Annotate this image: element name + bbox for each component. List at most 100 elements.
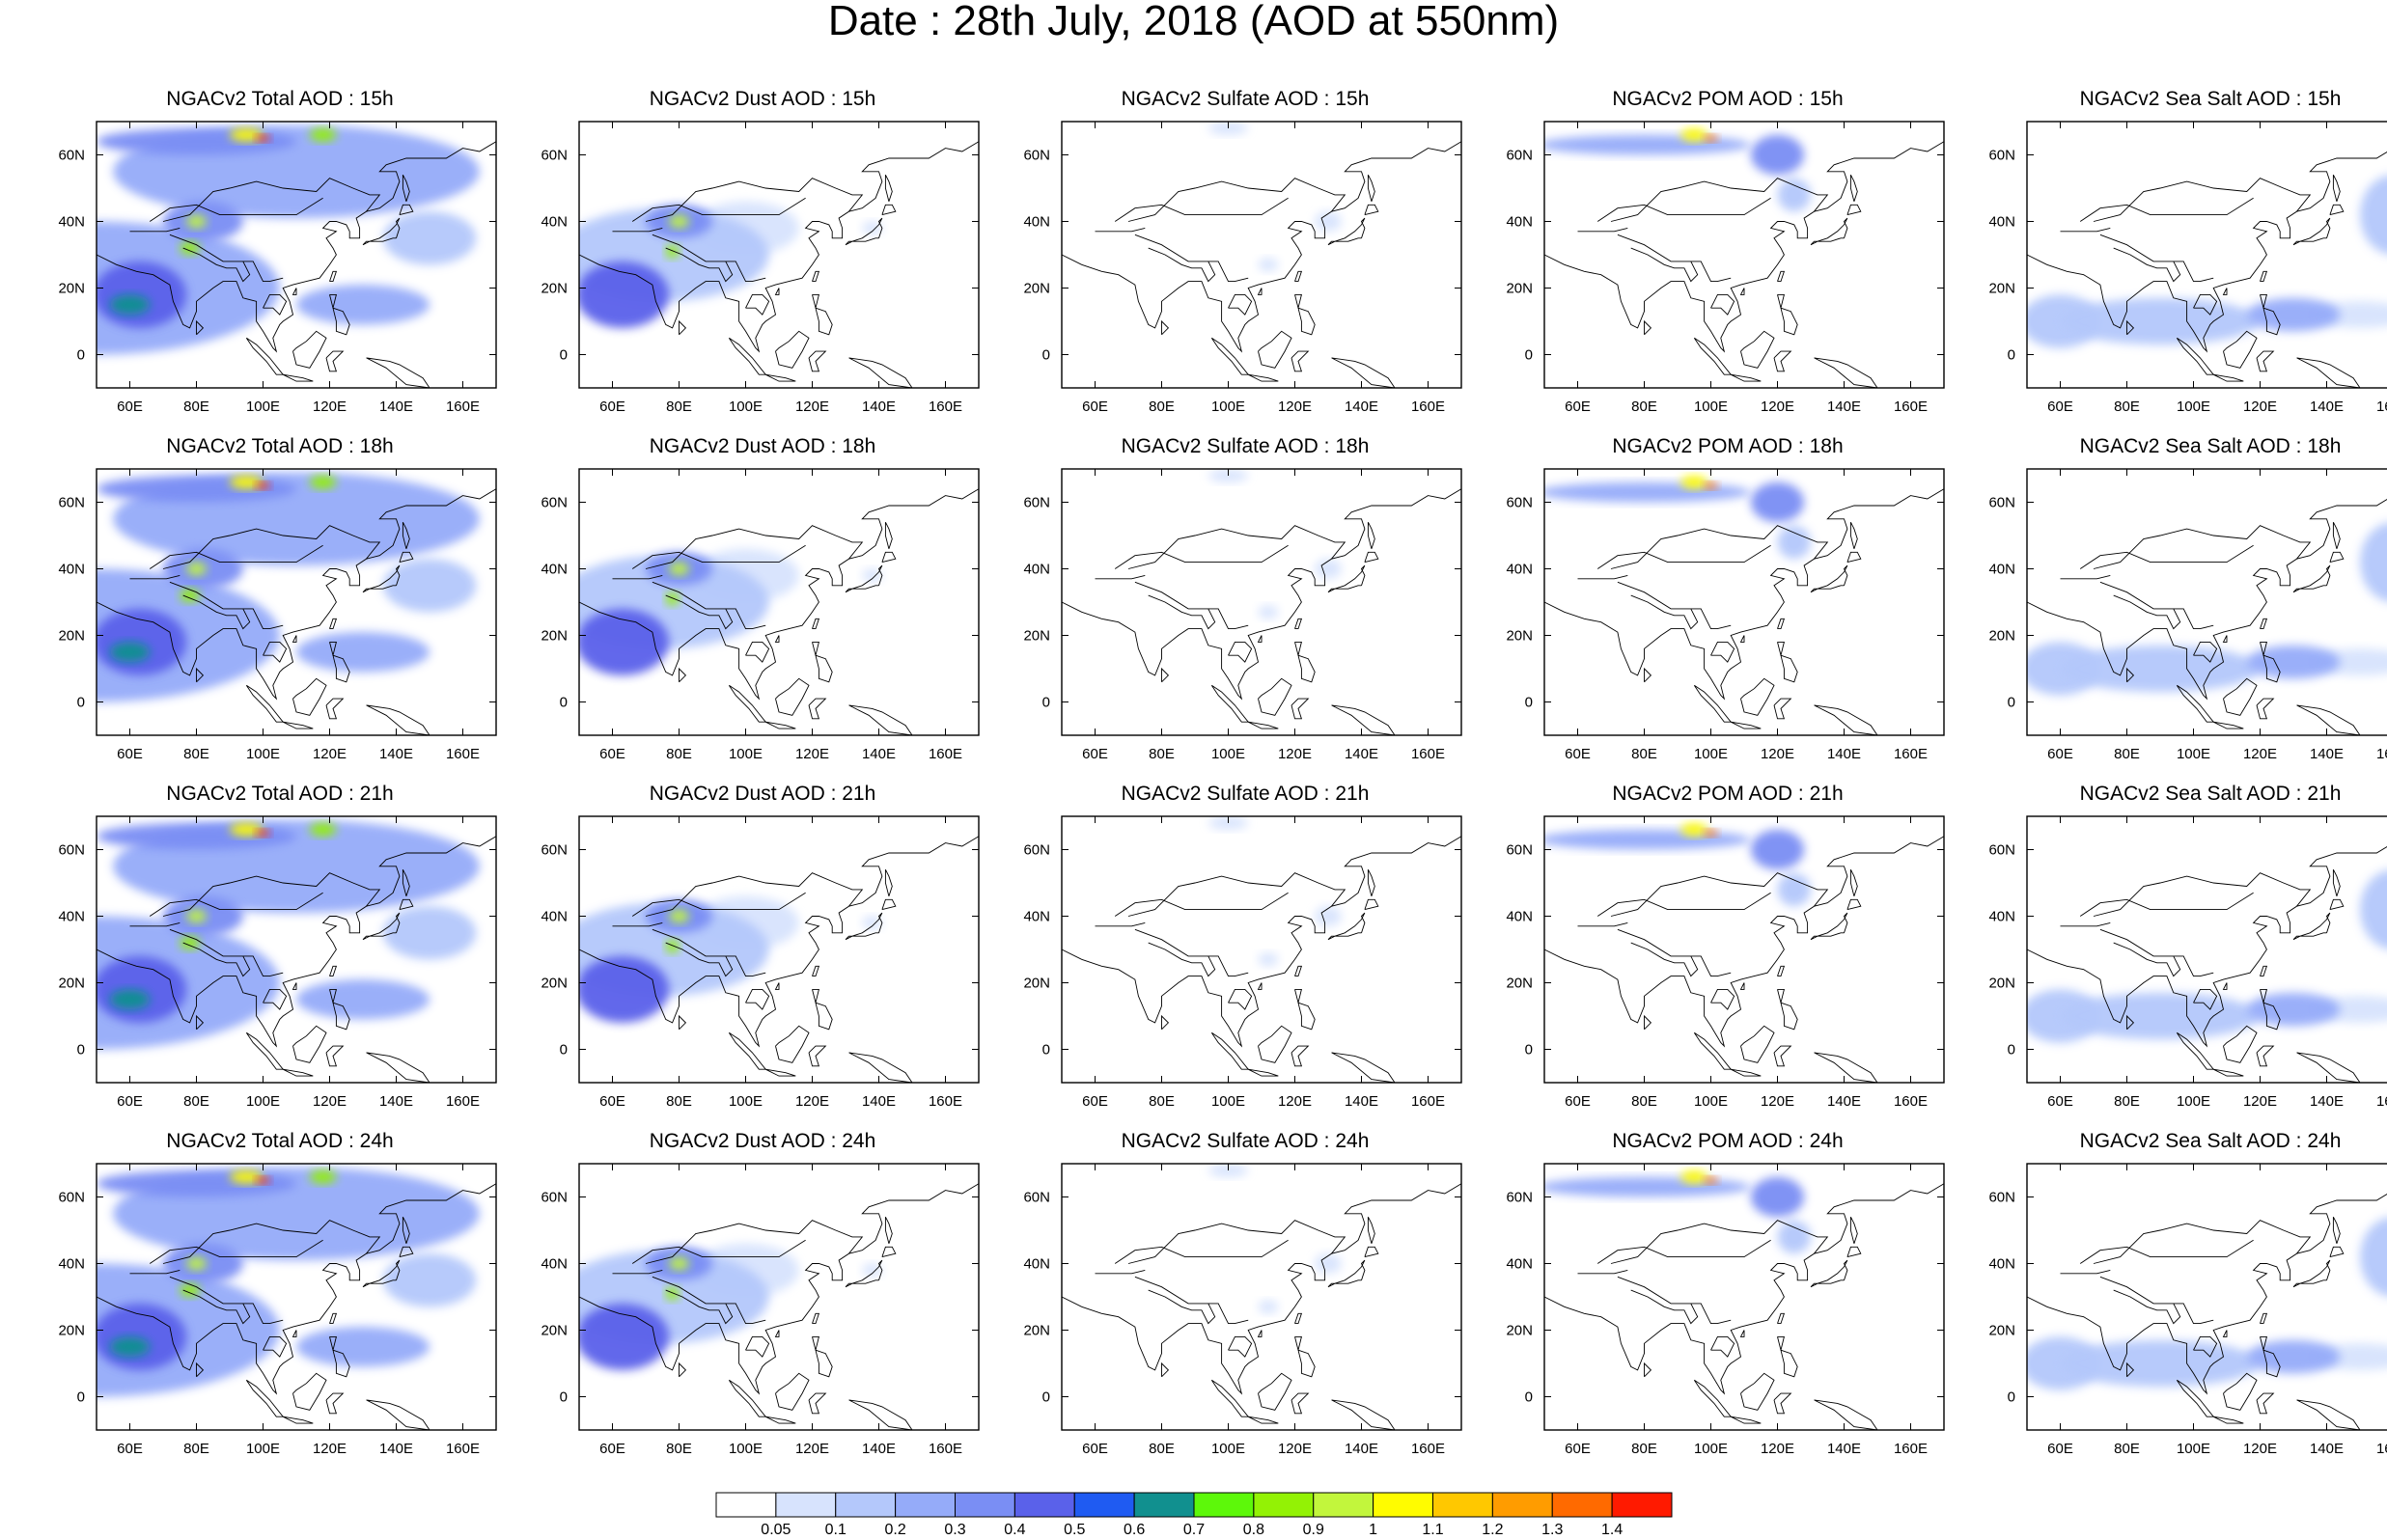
coastline [1095, 1269, 1146, 1275]
colorbar-label: 1.4 [1601, 1522, 1623, 1537]
y-tick-label: 20N [1988, 628, 2015, 645]
coastline [291, 1330, 297, 1337]
coastline [162, 872, 381, 917]
coastline [1814, 357, 1878, 388]
x-tick-label: 80E [666, 1441, 692, 1457]
coastline [2113, 942, 2181, 977]
map-background [2027, 122, 2387, 388]
map-panel: NGACv2 Sulfate AOD : 18h 60E 80E 100E 120E 14… [1013, 436, 1477, 769]
coastline [812, 641, 833, 683]
x-tick-label: 100E [729, 746, 763, 762]
coastline [2223, 1025, 2258, 1063]
coastline [366, 357, 430, 388]
x-tick-label: 80E [1149, 399, 1175, 415]
coastline [1367, 868, 1375, 896]
aod-field [2027, 175, 2387, 348]
x-tick-label: 80E [1631, 399, 1657, 415]
x-tick-label: 140E [379, 1441, 413, 1457]
coastline [97, 141, 496, 353]
coastline [1062, 1183, 1461, 1395]
aod-blob [1704, 134, 1718, 142]
map-frame [578, 121, 980, 389]
x-tick-label: 80E [183, 1093, 209, 1110]
coastline [196, 1361, 205, 1378]
colorbar-box [835, 1492, 897, 1518]
coastline [1364, 1246, 1379, 1258]
aod-blob [230, 822, 264, 837]
map-plot: 60E 80E 100E 120E 140E 160E 60N 40N 20N 0 [58, 1163, 497, 1457]
x-tick-label: 120E [2243, 1093, 2277, 1110]
coastline [579, 141, 979, 353]
aod-blob [1750, 134, 1805, 176]
panel-title: NGACv2 Sulfate AOD : 18h [1121, 435, 1370, 457]
coastline [2212, 1068, 2244, 1077]
map-frame [578, 468, 980, 736]
coastline [2256, 698, 2275, 720]
map-background [1544, 122, 1944, 388]
y-tick-label: 20N [1023, 1323, 1050, 1339]
coastline [884, 521, 893, 549]
colorbar-label: 0.3 [944, 1522, 965, 1537]
x-tick-label: 80E [1631, 1441, 1657, 1457]
coastline [1777, 270, 1786, 283]
coastline [1228, 988, 1253, 1010]
coastline [1114, 197, 1289, 222]
coastline [1846, 898, 1862, 911]
panel-title: NGACv2 POM AOD : 24h [1612, 1130, 1844, 1152]
coastline [1730, 1068, 1762, 1077]
x-tick-label: 80E [666, 746, 692, 762]
coastline [1127, 872, 1346, 917]
coastline [1693, 337, 1733, 375]
coastline [282, 373, 314, 382]
colorbar-box [955, 1492, 1015, 1518]
coastline [292, 1025, 327, 1063]
y-tick-label: 40N [1988, 562, 2015, 578]
map-plot: 60E 80E 100E 120E 140E 160E 60N 40N 20N 0 [541, 468, 980, 762]
map-plot: 60E 80E 100E 120E 140E 160E 60N 40N 20N 0 [58, 468, 497, 762]
x-tick-label: 160E [446, 399, 480, 415]
coastline [263, 1335, 288, 1358]
aod-blob [1315, 559, 1342, 579]
colorbar-box [1073, 1492, 1135, 1518]
map-plot: 60E 80E 100E 120E 140E 160E 60N 40N 20N 0 [1506, 121, 1945, 415]
coastline [2260, 293, 2281, 336]
coastline [1127, 178, 1346, 222]
x-tick-label: 60E [599, 746, 625, 762]
colorbar-box [1013, 1492, 1075, 1518]
coastline [2329, 898, 2345, 911]
coastline [808, 350, 827, 372]
coastline [764, 1068, 796, 1077]
coastline [2060, 1269, 2111, 1275]
coastline [1134, 928, 1249, 977]
x-tick-label: 140E [1827, 1093, 1861, 1110]
coastline [679, 319, 687, 336]
y-tick-label: 0 [2008, 695, 2015, 711]
x-tick-label: 60E [1565, 1441, 1591, 1457]
y-tick-label: 0 [560, 1042, 568, 1059]
y-tick-label: 60N [58, 1190, 85, 1206]
aod-blob [296, 632, 430, 673]
coastlines [579, 488, 979, 735]
colorbar-box [1133, 1492, 1195, 1518]
coastline [1577, 574, 1628, 580]
aod-blob [669, 214, 689, 229]
coastline [1730, 1416, 1762, 1424]
coastline [652, 581, 766, 630]
x-tick-label: 120E [313, 399, 347, 415]
y-tick-label: 40N [58, 562, 85, 578]
coastline [1846, 204, 1862, 216]
coastline [1544, 836, 1944, 1048]
coastline [1327, 564, 1366, 593]
x-tick-label: 120E [1278, 399, 1312, 415]
coastline [291, 982, 297, 990]
coastline [631, 892, 806, 917]
coastline [2099, 1276, 2214, 1325]
y-tick-label: 0 [560, 1389, 568, 1406]
coastline [263, 988, 288, 1010]
coastline [2329, 1246, 2345, 1258]
panel-title: NGACv2 Total AOD : 24h [166, 1130, 394, 1152]
coastline [169, 581, 284, 630]
aod-blob [2246, 645, 2341, 679]
y-tick-label: 40N [1506, 1256, 1533, 1273]
coastline [2332, 868, 2341, 896]
